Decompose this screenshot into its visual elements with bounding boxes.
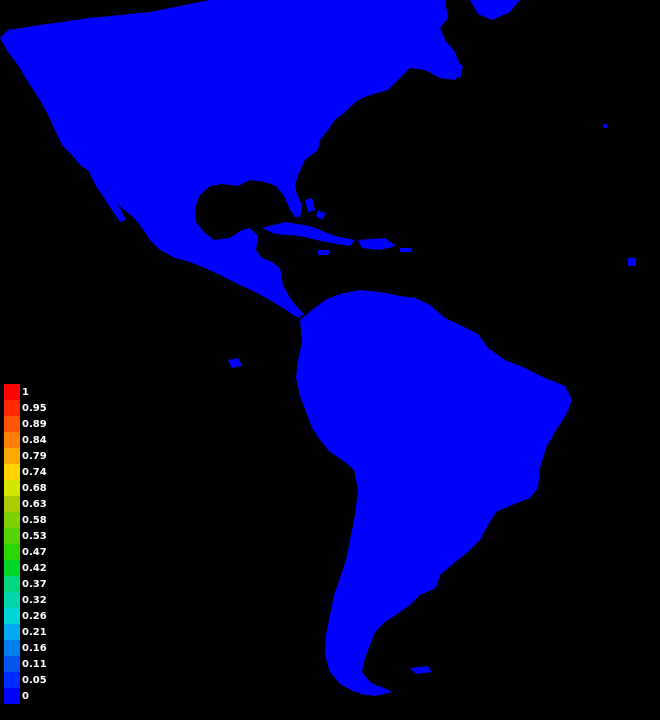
legend-swatch <box>4 384 20 400</box>
legend-swatch <box>4 512 20 528</box>
legend-swatch <box>4 528 20 544</box>
legend-entry: 0.42 <box>3 560 63 576</box>
legend-entry: 0.74 <box>3 464 63 480</box>
legend-entry: 0.05 <box>3 672 63 688</box>
legend-entry: 0.63 <box>3 496 63 512</box>
legend-label: 0.42 <box>22 563 47 574</box>
legend-label: 0.89 <box>22 419 47 430</box>
legend-swatch <box>4 688 20 704</box>
legend-entry: 0.16 <box>3 640 63 656</box>
legend-label: 0.32 <box>22 595 47 606</box>
newfoundland <box>440 58 463 78</box>
legend-label: 0.79 <box>22 451 47 462</box>
legend-entry: 0.11 <box>3 656 63 672</box>
legend-entry: 0 <box>3 688 63 704</box>
legend-label: 0.74 <box>22 467 47 478</box>
legend-swatch <box>4 416 20 432</box>
legend-swatch <box>4 576 20 592</box>
puerto-rico <box>400 248 412 252</box>
legend-entry: 0.79 <box>3 448 63 464</box>
bahamas <box>305 198 326 220</box>
south-america <box>296 290 572 694</box>
legend-label: 0 <box>22 691 29 702</box>
color-scale-legend: 1 0.95 0.89 0.84 0.79 0.74 0.68 0.63 0.58 0.53 0.4… <box>3 384 63 704</box>
legend-swatch <box>4 544 20 560</box>
legend-label: 0.11 <box>22 659 47 670</box>
legend-swatch <box>4 560 20 576</box>
legend-label: 0.47 <box>22 547 47 558</box>
legend-label: 0.53 <box>22 531 47 542</box>
legend-swatch <box>4 672 20 688</box>
legend-label: 0.05 <box>22 675 47 686</box>
legend-entry: 0.68 <box>3 480 63 496</box>
legend-label: 0.37 <box>22 579 47 590</box>
cuba <box>262 222 355 246</box>
legend-label: 0.63 <box>22 499 47 510</box>
legend-swatch <box>4 592 20 608</box>
legend-swatch <box>4 480 20 496</box>
legend-swatch <box>4 640 20 656</box>
legend-label: 0.21 <box>22 627 47 638</box>
legend-entry: 0.95 <box>3 400 63 416</box>
hispaniola <box>358 238 396 250</box>
greenland-edge <box>470 0 520 20</box>
legend-label: 0.84 <box>22 435 47 446</box>
legend-swatch <box>4 656 20 672</box>
legend-entry: 0.32 <box>3 592 63 608</box>
legend-swatch <box>4 464 20 480</box>
legend-swatch <box>4 624 20 640</box>
legend-entry: 0.37 <box>3 576 63 592</box>
legend-label: 0.26 <box>22 611 47 622</box>
baja-california <box>88 170 126 222</box>
legend-swatch <box>4 400 20 416</box>
tierra-del-fuego <box>358 686 392 696</box>
legend-entry: 0.21 <box>3 624 63 640</box>
jamaica <box>318 250 330 255</box>
falkland-islands <box>410 666 432 674</box>
north-america <box>0 0 462 318</box>
legend-label: 0.58 <box>22 515 47 526</box>
legend-label: 0.16 <box>22 643 47 654</box>
legend-swatch <box>4 448 20 464</box>
legend-entry: 0.53 <box>3 528 63 544</box>
legend-entry: 0.58 <box>3 512 63 528</box>
legend-entry: 0.26 <box>3 608 63 624</box>
legend-swatch <box>4 608 20 624</box>
legend-entry: 0.84 <box>3 432 63 448</box>
landmass <box>0 0 636 696</box>
florida <box>285 192 302 218</box>
legend-swatch <box>4 496 20 512</box>
legend-label: 1 <box>22 387 29 398</box>
galapagos <box>228 358 242 368</box>
bermuda <box>603 124 607 128</box>
legend-label: 0.68 <box>22 483 47 494</box>
legend-swatch <box>4 432 20 448</box>
legend-entry: 0.89 <box>3 416 63 432</box>
azores-islands <box>628 258 636 266</box>
legend-entry: 1 <box>3 384 63 400</box>
legend-label: 0.95 <box>22 403 47 414</box>
legend-entry: 0.47 <box>3 544 63 560</box>
